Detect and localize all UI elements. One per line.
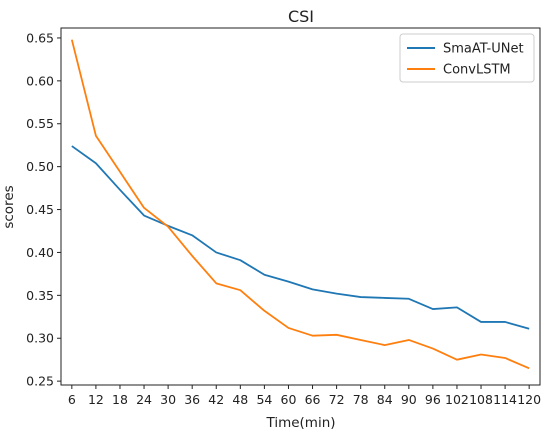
y-tick-label: 0.55 xyxy=(26,116,54,131)
x-tick-label: 18 xyxy=(112,392,128,407)
chart-title: CSI xyxy=(288,7,314,26)
y-tick-label: 0.45 xyxy=(26,202,54,217)
y-tick-label: 0.60 xyxy=(26,73,54,88)
legend-label-1: ConvLSTM xyxy=(443,63,511,78)
plot-frame xyxy=(60,27,541,386)
x-tick-label: 114 xyxy=(493,392,517,407)
x-axis: 6 12 18 24 30 36 42 48 54 60 66 72 78 84 90 96 102 108 114… xyxy=(68,385,541,407)
series-line-0 xyxy=(71,145,530,330)
x-tick-label: 90 xyxy=(401,392,417,407)
x-tick-label: 78 xyxy=(353,392,369,407)
y-tick-label: 0.40 xyxy=(26,245,54,260)
y-tick-label: 0.65 xyxy=(26,30,54,45)
x-tick-label: 48 xyxy=(232,392,248,407)
x-tick-label: 36 xyxy=(184,392,200,407)
y-axis: 0.25 0.30 0.35 0.40 0.45 0.50 0.55 0.60 0.65 xyxy=(26,30,61,389)
x-tick-label: 108 xyxy=(469,392,493,407)
legend: SmaAT-UNet ConvLSTM xyxy=(399,33,535,83)
x-tick-label: 120 xyxy=(517,392,541,407)
x-tick-label: 24 xyxy=(136,392,152,407)
y-tick-label: 0.50 xyxy=(26,159,54,174)
x-tick-label: 96 xyxy=(425,392,441,407)
y-tick-label: 0.25 xyxy=(26,374,54,389)
x-tick-label: 12 xyxy=(88,392,104,407)
x-tick-label: 54 xyxy=(256,392,272,407)
y-axis-title: scores xyxy=(1,185,17,228)
series-line-1 xyxy=(70,39,530,370)
y-tick-label: 0.30 xyxy=(26,331,54,346)
x-tick-label: 102 xyxy=(445,392,469,407)
x-tick-label: 6 xyxy=(68,392,76,407)
y-tick-label: 0.35 xyxy=(26,288,54,303)
x-axis-title: Time(min) xyxy=(265,415,335,431)
x-tick-label: 84 xyxy=(377,392,393,407)
x-tick-label: 30 xyxy=(160,392,176,407)
x-tick-label: 72 xyxy=(329,392,345,407)
x-tick-label: 42 xyxy=(208,392,224,407)
x-tick-label: 60 xyxy=(281,392,297,407)
series-lines xyxy=(70,39,530,370)
legend-label-0: SmaAT-UNet xyxy=(443,42,524,57)
x-tick-label: 66 xyxy=(305,392,321,407)
